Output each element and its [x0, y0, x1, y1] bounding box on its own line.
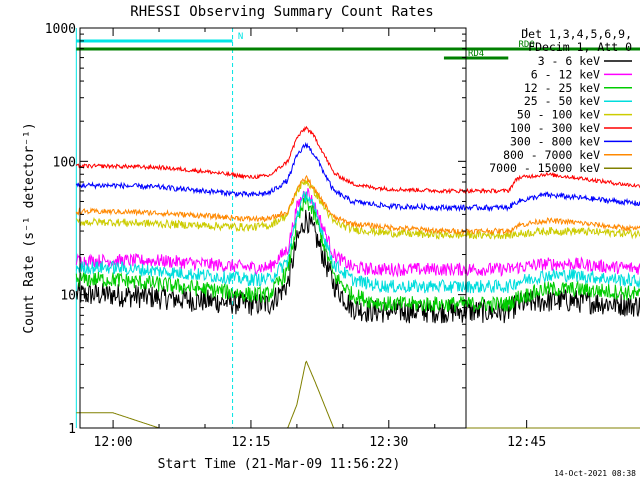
flag-n-label: N — [238, 32, 243, 42]
legend-header-line-1: Det 1,3,4,5,6,9, — [521, 27, 632, 41]
x-axis-label: Start Time (21-Mar-09 11:56:22) — [158, 457, 401, 472]
legend-entry-label-2: 6 - 12 keV — [531, 67, 600, 81]
y-axis-label: Count Rate (s⁻¹ detector⁻¹) — [22, 122, 37, 333]
legend-entry-label-6: 100 - 300 keV — [510, 121, 600, 135]
series-line-4 — [75, 191, 640, 294]
flag-rd0-label: RD0 — [519, 40, 535, 50]
chart-title: RHESSI Observing Summary Count Rates — [130, 4, 433, 20]
y-tick-label-2: 10 — [60, 289, 76, 304]
x-tick-label-2: 12:15 — [231, 435, 270, 450]
legend-entry-label-4: 25 - 50 keV — [524, 94, 600, 108]
x-tick-label-1: 12:00 — [94, 435, 133, 450]
series-line-5 — [75, 180, 640, 241]
legend-entry-label-1: 3 - 6 keV — [538, 54, 600, 68]
x-tick-label-3: 12:30 — [369, 435, 408, 450]
x-tick-label-4: 12:45 — [507, 435, 546, 450]
flag-rd4-label: RD4 — [468, 49, 484, 59]
legend-entry-label-5: 50 - 100 keV — [517, 108, 600, 122]
legend-header-line-2: FDecim 1, Att 0 — [528, 40, 632, 54]
legend-entry-label-3: 12 - 25 keV — [524, 81, 600, 95]
series-line-2 — [75, 188, 640, 278]
series-line-7 — [75, 141, 640, 213]
timestamp-stamp: 14-Oct-2021 08:38 — [554, 469, 636, 478]
legend-entry-label-9: 7000 - 15000 keV — [489, 161, 600, 175]
y-tick-label-3: 100 — [53, 155, 76, 170]
legend: Det 1,3,4,5,6,9,FDecim 1, Att 03 - 6 keV… — [489, 27, 632, 175]
axes: 110100100012:0012:1512:3012:4513:0013:15… — [45, 22, 547, 450]
y-tick-label-1: 1 — [68, 422, 76, 437]
series-line-6 — [75, 125, 640, 195]
series-line-8 — [75, 174, 640, 236]
plot-frame — [79, 27, 467, 429]
legend-entry-label-8: 800 - 7000 keV — [503, 148, 600, 162]
series-line-1 — [75, 209, 640, 324]
y-tick-label-4: 1000 — [45, 22, 76, 37]
legend-entry-label-7: 300 - 800 keV — [510, 134, 600, 148]
series-line-3 — [75, 194, 640, 314]
